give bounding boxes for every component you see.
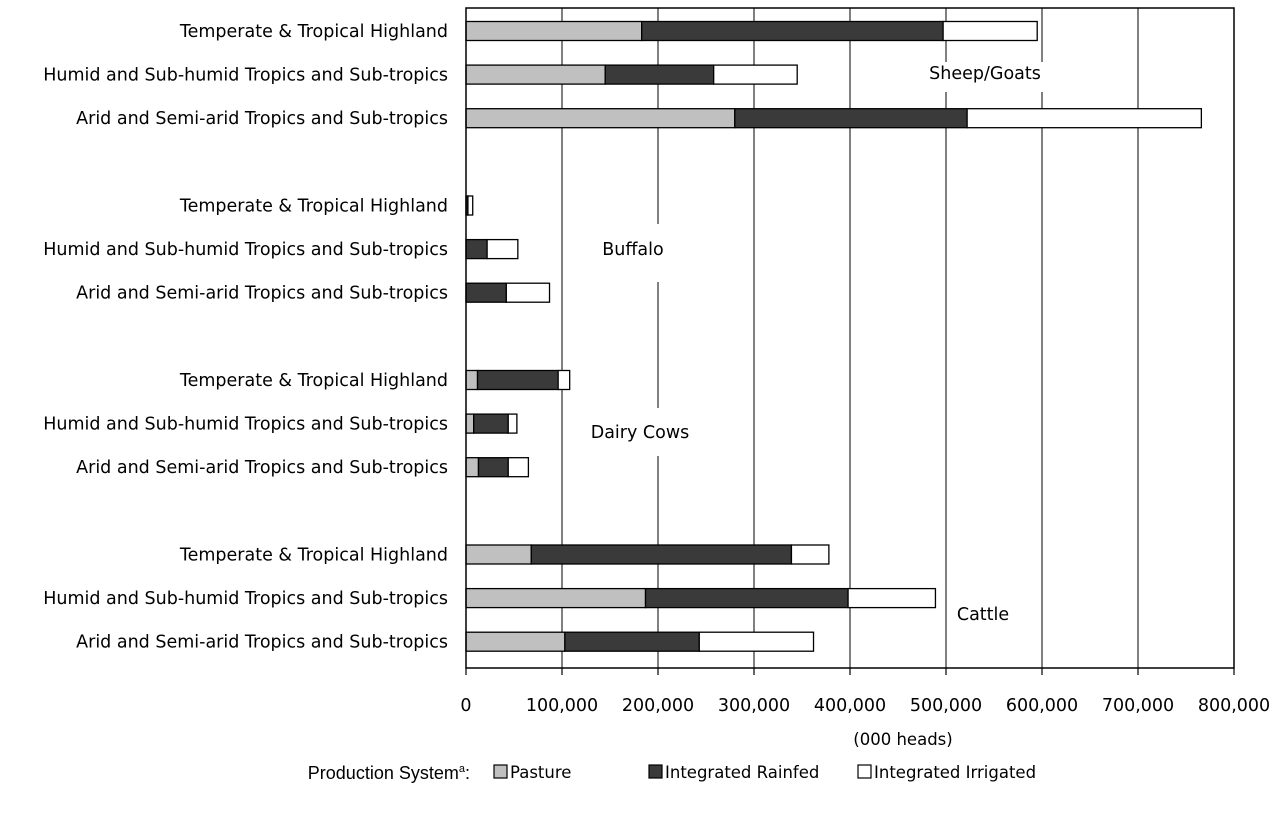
bar-dairy-cows-integrated-irrigated: [557, 369, 571, 391]
category-label: Arid and Semi-arid Tropics and Sub-tropi…: [76, 109, 448, 129]
legend-title: Production Systema:: [308, 763, 470, 783]
bar-dairy-cows-integrated-irrigated: [507, 413, 518, 434]
bar-cattle-integrated-rainfed: [644, 587, 849, 609]
bar-cattle-integrated-irrigated: [790, 544, 830, 565]
bar-sheep-goats-pasture: [465, 20, 643, 42]
x-tick-label: 800,000: [1198, 696, 1270, 716]
bar-sheep-goats-pasture: [465, 64, 606, 85]
group-label-buffalo: Buffalo: [602, 240, 663, 260]
bar-buffalo-integrated-rainfed: [465, 282, 507, 303]
bar-dairy-cows-integrated-irrigated: [507, 457, 530, 478]
category-label: Temperate & Tropical Highland: [179, 22, 448, 42]
category-labels: Temperate & Tropical Highland Humid and S…: [43, 22, 448, 653]
category-label: Temperate & Tropical Highland: [179, 546, 448, 566]
bar-sheep-goats-integrated-rainfed: [604, 64, 715, 85]
x-tick-label: 100,000: [526, 696, 598, 716]
x-tick-label: 400,000: [814, 696, 886, 716]
group-label-cattle: Cattle: [957, 605, 1009, 625]
legend-label-integrated-irrigated: Integrated Irrigated: [874, 763, 1036, 782]
category-label: Humid and Sub-humid Tropics and Sub-trop…: [43, 415, 448, 435]
legend-title-text: Production System: [308, 763, 459, 783]
x-tick-label: 600,000: [1006, 696, 1078, 716]
group-label-background: [947, 590, 1021, 638]
x-tick-label: 500,000: [910, 696, 982, 716]
legend-swatch-integrated-irrigated: [857, 764, 872, 779]
legend-title-suffix: :: [465, 763, 470, 783]
legend-label-integrated-rainfed: Integrated Rainfed: [665, 763, 819, 782]
group-label-background: [920, 62, 1050, 92]
x-axis-ticks: 0 100,000 200,000 300,000 400,000 500,000 600,…: [460, 668, 1270, 716]
bar-buffalo-integrated-rainfed: [465, 238, 488, 260]
group-label-background: [592, 224, 674, 282]
bar-dairy-cows-integrated-rainfed: [476, 369, 559, 391]
bar-cattle-integrated-rainfed: [564, 631, 700, 652]
bar-sheep-goats-pasture: [465, 108, 736, 129]
gridlines: [561, 8, 1139, 668]
bar-sheep-goats-integrated-rainfed: [734, 108, 968, 129]
category-label: Humid and Sub-humid Tropics and Sub-trop…: [43, 240, 448, 260]
category-label: Humid and Sub-humid Tropics and Sub-trop…: [43, 589, 448, 609]
bar-dairy-cows-pasture: [465, 369, 479, 391]
bar-sheep-goats-integrated-irrigated: [942, 20, 1038, 42]
bar-cattle-integrated-rainfed: [530, 544, 793, 565]
bar-cattle-integrated-irrigated: [847, 587, 937, 609]
bar-dairy-cows-integrated-rainfed: [473, 413, 509, 434]
bar-sheep-goats-integrated-rainfed: [641, 20, 944, 42]
bar-sheep-goats-integrated-irrigated: [713, 64, 798, 85]
bar-cattle-pasture: [465, 587, 647, 609]
bar-buffalo-integrated-irrigated: [505, 282, 551, 303]
category-label: Arid and Semi-arid Tropics and Sub-tropi…: [76, 633, 448, 653]
group-labels: Sheep/Goats Buffalo Dairy Cows Cattle: [591, 62, 1050, 638]
legend-swatch-pasture: [493, 764, 508, 779]
bar-sheep-goats-integrated-irrigated: [966, 108, 1203, 129]
group-label-background: [596, 408, 686, 456]
x-tick-label: 200,000: [622, 696, 694, 716]
group-label-dairy-cows: Dairy Cows: [591, 423, 690, 443]
x-tick-label: 0: [460, 696, 471, 716]
legend-title-superscript: a: [459, 763, 466, 775]
group-label-sheep-goats: Sheep/Goats: [929, 64, 1041, 84]
category-label: Temperate & Tropical Highland: [179, 371, 448, 391]
bar-buffalo-integrated-irrigated: [486, 238, 519, 260]
bar-cattle-pasture: [465, 631, 566, 652]
bar-dairy-cows-integrated-rainfed: [477, 457, 509, 478]
legend: Production Systema: Pasture Integrated R…: [308, 763, 1036, 783]
category-label: Humid and Sub-humid Tropics and Sub-trop…: [43, 66, 448, 86]
bar-cattle-pasture: [465, 544, 532, 565]
category-label: Arid and Semi-arid Tropics and Sub-tropi…: [76, 458, 448, 478]
bars: [465, 20, 1203, 652]
category-label: Temperate & Tropical Highland: [179, 197, 448, 217]
bar-buffalo-integrated-irrigated: [467, 195, 474, 216]
x-tick-label: 300,000: [718, 696, 790, 716]
bar-cattle-integrated-irrigated: [698, 631, 815, 652]
legend-label-pasture: Pasture: [510, 763, 571, 782]
category-label: Arid and Semi-arid Tropics and Sub-tropi…: [76, 284, 448, 304]
bar-dairy-cows-pasture: [465, 457, 480, 478]
x-axis-label: (000 heads): [853, 730, 952, 749]
legend-swatch-integrated-rainfed: [648, 764, 663, 779]
x-tick-label: 700,000: [1102, 696, 1174, 716]
bar-dairy-cows-pasture: [465, 413, 475, 434]
